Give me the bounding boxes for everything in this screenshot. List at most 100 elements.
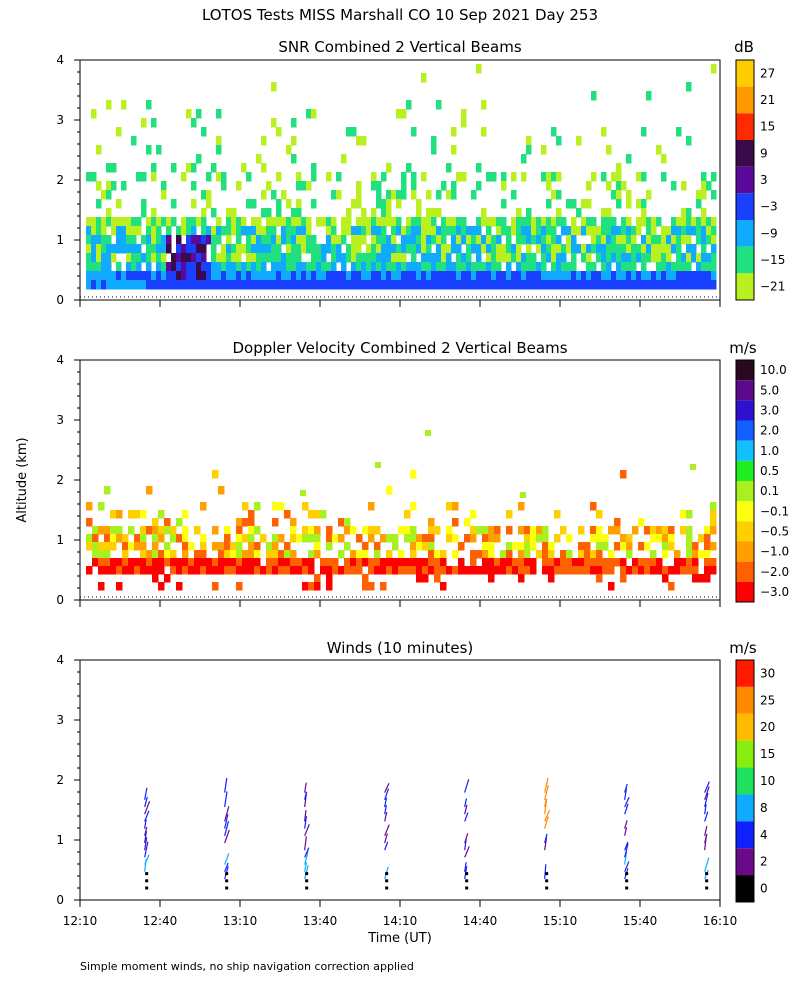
snr-cell: [391, 244, 397, 254]
snr-cell: [586, 271, 592, 281]
snr-cell: [586, 226, 592, 236]
doppler-cell: [704, 558, 711, 567]
doppler-cell: [158, 550, 165, 559]
doppler-cell: [284, 566, 291, 575]
snr-cell: [441, 226, 447, 236]
snr-cell: [306, 244, 312, 254]
snr-cell: [151, 235, 157, 245]
doppler-cell: [548, 550, 555, 559]
doppler-cell: [86, 502, 93, 511]
doppler-cell: [236, 558, 243, 567]
snr-cell: [436, 280, 442, 290]
doppler-cell: [458, 542, 465, 551]
snr-cell: [301, 271, 307, 281]
doppler-cell: [158, 566, 165, 575]
snr-cell: [436, 190, 442, 200]
doppler-cell: [398, 550, 405, 559]
snr-cell: [346, 253, 352, 263]
doppler-cell: [122, 566, 129, 575]
snr-cell: [306, 109, 312, 119]
doppler-cell: [374, 526, 381, 535]
snr-cell: [506, 226, 512, 236]
snr-cell: [246, 271, 252, 281]
doppler-cell: [686, 550, 693, 559]
doppler-cell: [614, 526, 621, 535]
figure-title: LOTOS Tests MISS Marshall CO 10 Sep 2021…: [202, 6, 598, 24]
snr-cell: [101, 253, 107, 263]
snr-cell: [491, 262, 497, 272]
snr-cell: [296, 280, 302, 290]
snr-cell: [141, 271, 147, 281]
snr-cell: [711, 262, 717, 272]
doppler-cell: [674, 566, 681, 575]
doppler-cell: [554, 566, 561, 575]
doppler-cell: [200, 566, 207, 575]
snr-cell: [636, 253, 642, 263]
x-tick-label: 13:40: [303, 914, 338, 928]
snr-cell: [176, 262, 182, 272]
snr-cell: [111, 280, 117, 290]
snr-cell: [546, 244, 552, 254]
doppler-cell: [410, 534, 417, 543]
snr-cell: [331, 190, 337, 200]
doppler-cell: [296, 558, 303, 567]
doppler-cell: [596, 542, 603, 551]
wind-barb: [384, 811, 388, 822]
snr-cell: [431, 253, 437, 263]
doppler-cell: [212, 566, 219, 575]
snr-cell: [331, 235, 337, 245]
snr-cell: [641, 271, 647, 281]
doppler-cell: [530, 542, 537, 551]
doppler-cell: [110, 510, 117, 519]
snr-cell: [196, 217, 202, 227]
doppler-cell: [176, 558, 183, 567]
doppler-cell: [278, 502, 285, 511]
snr-cell: [116, 199, 122, 209]
snr-cell: [116, 271, 122, 281]
snr-cell: [586, 181, 592, 191]
snr-cell: [356, 271, 362, 281]
snr-cell: [176, 226, 182, 236]
snr-cell: [231, 208, 237, 218]
snr-cell: [631, 226, 637, 236]
snr-cell: [86, 280, 92, 290]
doppler-cell: [164, 518, 171, 527]
wind-barb: [304, 809, 307, 822]
doppler-cell: [434, 526, 441, 535]
doppler-cell: [434, 566, 441, 575]
snr-cell: [666, 226, 672, 236]
snr-cell: [211, 262, 217, 272]
doppler-cell: [266, 566, 273, 575]
snr-cell: [696, 280, 702, 290]
snr-cell: [551, 226, 557, 236]
snr-cell: [151, 253, 157, 263]
snr-cell: [651, 280, 657, 290]
snr-cell: [251, 217, 257, 227]
snr-cell: [446, 253, 452, 263]
wind-barb: [464, 804, 468, 815]
snr-cell: [201, 262, 207, 272]
colorbar-swatch: [736, 273, 754, 300]
snr-x-ticks: [79, 300, 721, 307]
wind-barb: [624, 851, 628, 865]
snr-cell: [511, 253, 517, 263]
snr-cell: [621, 181, 627, 191]
colorbar-swatch: [736, 140, 754, 167]
snr-cell: [686, 82, 692, 92]
snr-cell: [311, 262, 317, 272]
snr-cell: [351, 235, 357, 245]
snr-cell: [341, 271, 347, 281]
snr-cell: [641, 172, 647, 182]
snr-cell: [191, 253, 197, 263]
doppler-cell: [710, 510, 717, 519]
snr-cell: [306, 181, 312, 191]
doppler-cell: [92, 550, 99, 559]
snr-cell: [476, 217, 482, 227]
snr-cell: [311, 253, 317, 263]
doppler-cell: [236, 582, 243, 591]
snr-cell: [611, 235, 617, 245]
snr-cell: [391, 190, 397, 200]
doppler-cell: [128, 526, 135, 535]
wind-marker: [705, 872, 709, 876]
snr-cell: [516, 244, 522, 254]
